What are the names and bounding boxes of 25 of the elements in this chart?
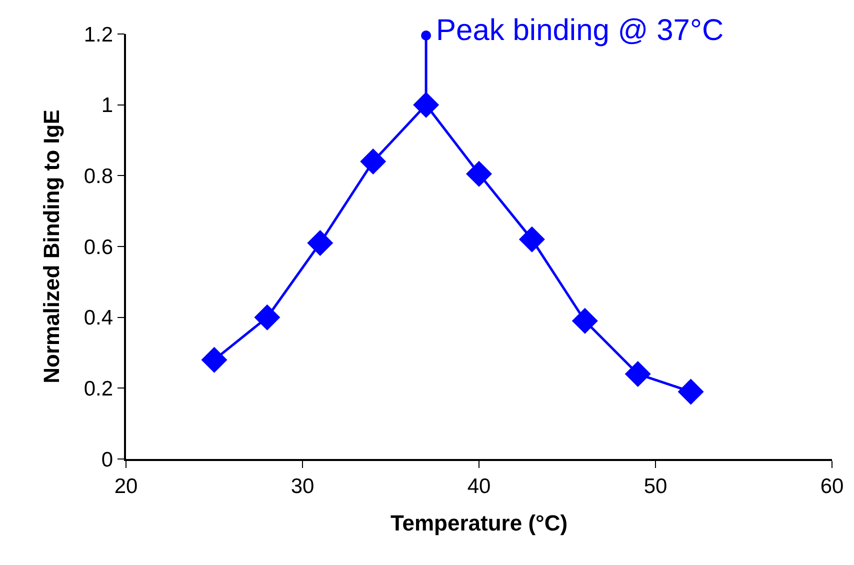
- point: [201, 346, 228, 373]
- y-axis-title: Normalized Binding to IgE: [39, 110, 64, 384]
- point: [466, 160, 492, 187]
- x-axis-title: Temperature (°C): [390, 510, 568, 536]
- y-tick-label: 0.6: [84, 236, 114, 259]
- point: [572, 308, 598, 334]
- point: [518, 226, 545, 252]
- point: [360, 148, 386, 174]
- x-tick-label: 40: [467, 474, 491, 498]
- point: [307, 230, 334, 256]
- point: [678, 378, 704, 405]
- x-tick-label: 30: [290, 474, 314, 498]
- point: [254, 304, 280, 330]
- point: [413, 92, 440, 118]
- x-tick-label: 60: [820, 474, 844, 498]
- y-tick-label: 1.2: [84, 23, 114, 46]
- x-tick-label: 50: [644, 474, 668, 498]
- y-tick-label: 0.8: [84, 165, 114, 188]
- y-tick-label: 0.4: [84, 306, 114, 330]
- annotation: Peak binding @ 37°C: [436, 14, 724, 47]
- x-tick-label: 20: [114, 474, 138, 498]
- point: [624, 361, 651, 387]
- y-tick-label: 0: [101, 448, 114, 472]
- y-tick-label: 0.2: [84, 378, 114, 401]
- y-tick-label: 1: [101, 94, 114, 118]
